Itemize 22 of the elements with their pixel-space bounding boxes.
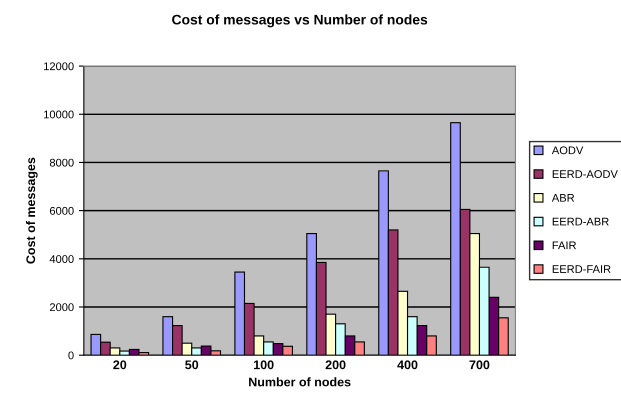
- legend-label: EERD-AODV: [552, 170, 618, 178]
- y-tick-label: 2000: [50, 303, 74, 312]
- y-tick-label: 10000: [44, 110, 74, 118]
- x-axis-title: Number of nodes: [249, 377, 351, 386]
- chart-title: Cost of messages vs Number of nodes: [172, 14, 428, 28]
- y-tick-label: 8000: [50, 158, 74, 167]
- y-tick-label: 6000: [50, 206, 74, 215]
- legend-label: EERD-FAIR: [552, 265, 611, 273]
- legend-label: EERD-ABR: [552, 218, 609, 226]
- legend-label: FAIR: [552, 242, 576, 250]
- legend-label: ABR: [552, 194, 574, 202]
- y-axis-title: Cost of messages: [26, 158, 38, 264]
- x-tick-label: 200: [326, 360, 346, 370]
- y-tick-label: 0: [68, 351, 74, 360]
- legend-label: AODV: [552, 146, 584, 154]
- x-tick-label: 20: [113, 360, 126, 370]
- y-tick-label: 12000: [44, 62, 74, 70]
- x-tick-label: 400: [397, 360, 418, 370]
- x-tick-label: 700: [470, 360, 490, 370]
- x-tick-label: 100: [254, 360, 274, 370]
- x-tick-label: 50: [185, 360, 198, 370]
- y-tick-label: 4000: [50, 255, 74, 263]
